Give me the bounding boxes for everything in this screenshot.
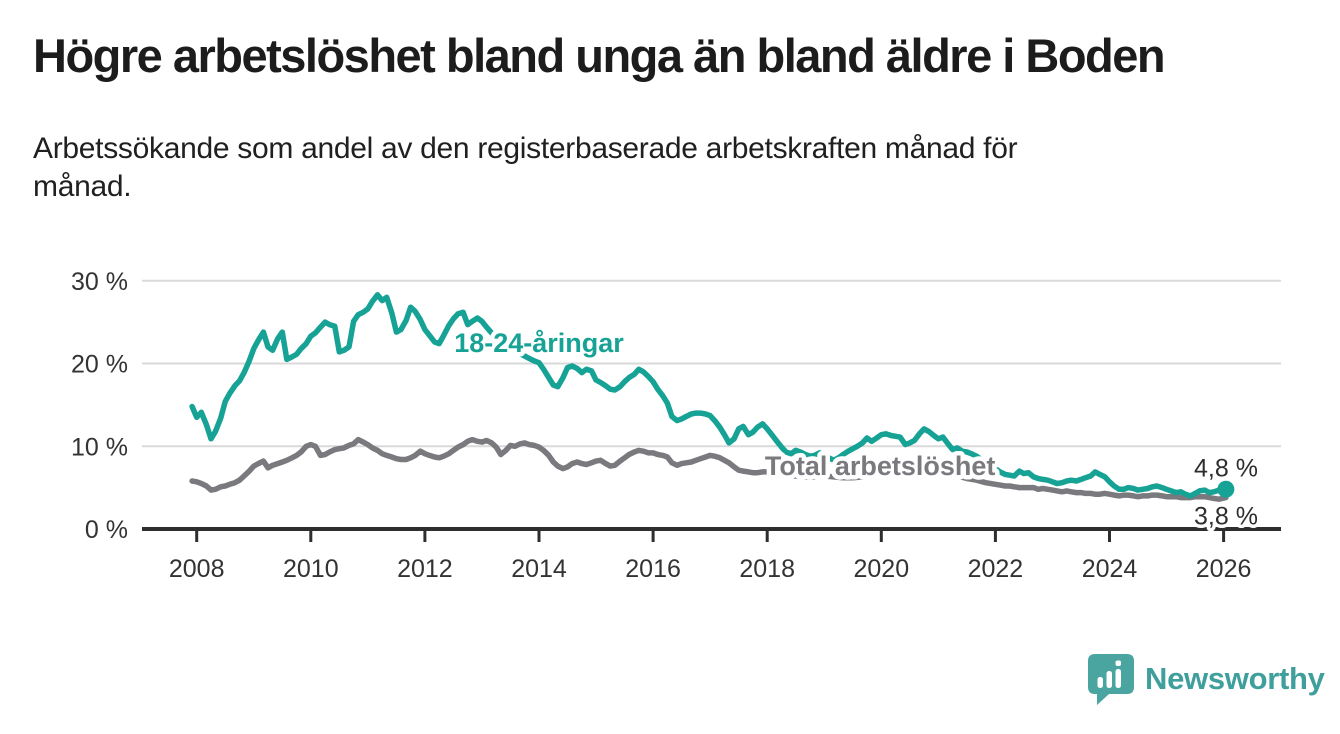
- y-axis-label: 30 %: [71, 268, 128, 296]
- newsworthy-logo-icon: [1088, 654, 1134, 705]
- x-axis-label: 2018: [739, 555, 795, 583]
- x-axis-label: 2014: [511, 555, 567, 583]
- series-label-total: Total arbetslöshet: [765, 451, 996, 481]
- end-value-label-youth: 4,8 %: [1194, 454, 1258, 482]
- logo-bar-medium: [1106, 671, 1112, 688]
- x-axis-label: 2026: [1196, 555, 1252, 583]
- end-value-label-total: 3,8 %: [1194, 503, 1258, 531]
- page-subtitle: Arbetssökande som andel av den registerb…: [33, 132, 1018, 203]
- series-label-youth: 18-24-åringar: [454, 328, 624, 358]
- series-end-dot-youth: [1217, 480, 1235, 498]
- logo-bar-short: [1097, 677, 1103, 688]
- series-line-youth: [189, 292, 1229, 499]
- page-title: Högre arbetslöshet bland unga än bland ä…: [33, 29, 1166, 82]
- x-axis-label: 2016: [625, 555, 681, 583]
- series-line-total: [189, 436, 1229, 502]
- x-axis-label: 2012: [397, 555, 453, 583]
- y-axis-label: 20 %: [71, 351, 128, 379]
- y-axis-label: 10 %: [71, 433, 128, 461]
- x-axis-label: 2010: [283, 555, 339, 583]
- y-axis-label: 0 %: [85, 516, 128, 544]
- x-axis-label: 2020: [853, 555, 909, 583]
- x-axis-label: 2022: [968, 555, 1024, 583]
- brand-footer: Newsworthy: [1086, 652, 1325, 705]
- brand-name: Newsworthy: [1145, 660, 1325, 696]
- x-axis-label: 2024: [1082, 555, 1138, 583]
- logo-bar-tall: [1115, 669, 1121, 688]
- logo-dot: [1115, 660, 1121, 666]
- x-axis-label: 2008: [169, 555, 225, 583]
